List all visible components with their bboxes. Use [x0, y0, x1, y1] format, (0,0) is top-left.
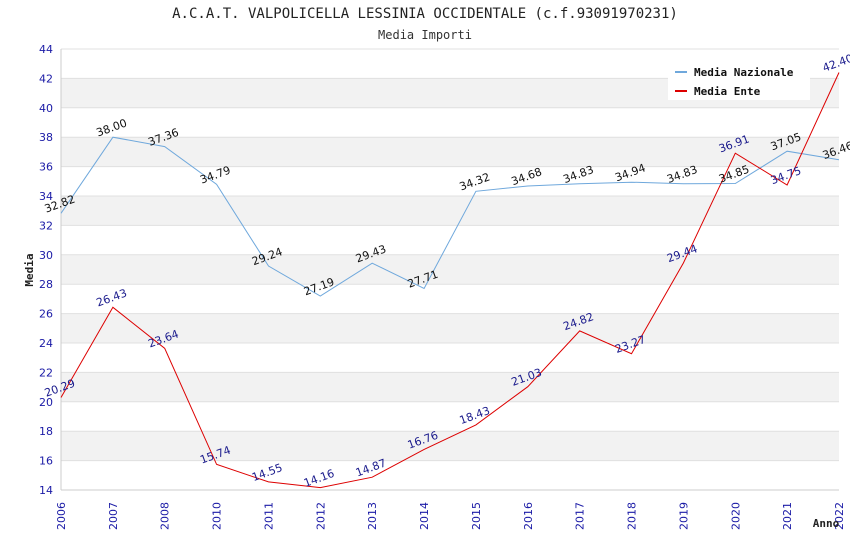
y-tick-label: 40 [39, 102, 53, 115]
grid-band [61, 284, 839, 314]
grid-band [61, 196, 839, 226]
y-tick-label: 34 [39, 190, 53, 203]
x-tick-label: 2020 [729, 502, 742, 530]
y-tick-label: 44 [39, 43, 53, 56]
y-tick-label: 22 [39, 366, 53, 379]
x-axis-ticks: 2006 2007 2008 2010 2011 2012 2013 2014 2015 2016… [55, 502, 846, 530]
x-tick-label: 2014 [418, 502, 431, 530]
x-tick-label: 2018 [626, 502, 639, 530]
legend-label: Media Nazionale [694, 66, 794, 79]
chart-subtitle: Media Importi [378, 28, 472, 42]
y-tick-label: 42 [39, 72, 53, 85]
y-tick-label: 38 [39, 131, 53, 144]
grid-band [61, 107, 839, 138]
x-tick-label: 2012 [314, 502, 327, 530]
y-axis-title: Media [23, 253, 36, 286]
grid-band [61, 431, 839, 461]
y-axis-ticks: 14 16 18 20 22 24 26 28 30 32 34 36 38 40 42 44 [39, 43, 53, 497]
x-tick-label: 2013 [366, 502, 379, 530]
x-tick-label: 2019 [677, 502, 690, 530]
x-axis-title: Anno [813, 517, 840, 530]
grid-band [61, 343, 839, 373]
legend-label: Media Ente [694, 85, 761, 98]
y-tick-label: 14 [39, 484, 53, 497]
y-tick-label: 18 [39, 425, 53, 438]
grid-band [61, 254, 839, 285]
x-tick-label: 2015 [470, 502, 483, 530]
grid-band [61, 460, 839, 490]
x-tick-label: 2008 [159, 502, 172, 530]
series-line-1 [60, 72, 840, 489]
x-tick-label: 2007 [107, 502, 120, 530]
grid-bands [60, 48, 839, 491]
x-tick-label: 2016 [522, 502, 535, 530]
y-tick-label: 32 [39, 219, 53, 232]
y-tick-label: 36 [39, 161, 53, 174]
x-tick-label: 2006 [55, 502, 68, 530]
x-tick-label: 2022 [833, 502, 846, 530]
grid-band [61, 166, 839, 196]
y-tick-label: 26 [39, 308, 53, 321]
grid-band [61, 372, 839, 402]
x-tick-label: 2011 [262, 502, 275, 530]
grid-band [61, 401, 839, 432]
x-tick-label: 2017 [574, 502, 587, 530]
series-lines [60, 72, 840, 489]
chart-title: A.C.A.T. VALPOLICELLA LESSINIA OCCIDENTA… [172, 6, 678, 22]
series-line-0 [60, 136, 840, 297]
x-tick-label: 2010 [211, 502, 224, 530]
y-tick-label: 24 [39, 337, 53, 350]
y-tick-label: 20 [39, 396, 53, 409]
grid-band [61, 137, 839, 167]
y-tick-label: 16 [39, 455, 53, 468]
grid-band [61, 313, 839, 343]
y-tick-label: 28 [39, 278, 53, 291]
y-tick-label: 30 [39, 249, 53, 262]
x-tick-label: 2021 [781, 502, 794, 530]
legend: Media Nazionale Media Ente [668, 58, 810, 100]
legend-box [668, 58, 810, 100]
